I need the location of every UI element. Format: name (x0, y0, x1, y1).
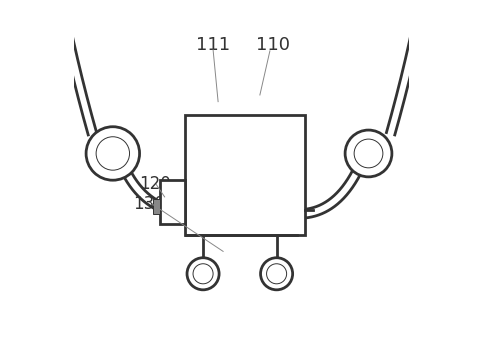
Circle shape (354, 139, 383, 168)
Circle shape (345, 130, 392, 177)
Circle shape (260, 258, 293, 290)
Circle shape (187, 258, 219, 290)
Circle shape (267, 264, 286, 284)
Text: 111: 111 (196, 36, 230, 54)
Text: 110: 110 (256, 36, 290, 54)
Bar (153, 198, 160, 214)
Circle shape (86, 127, 140, 180)
Circle shape (193, 264, 213, 284)
Bar (185, 115, 305, 235)
Text: 120: 120 (140, 175, 171, 192)
Text: 130: 130 (133, 194, 165, 213)
Bar (159, 180, 185, 224)
Circle shape (96, 137, 129, 170)
